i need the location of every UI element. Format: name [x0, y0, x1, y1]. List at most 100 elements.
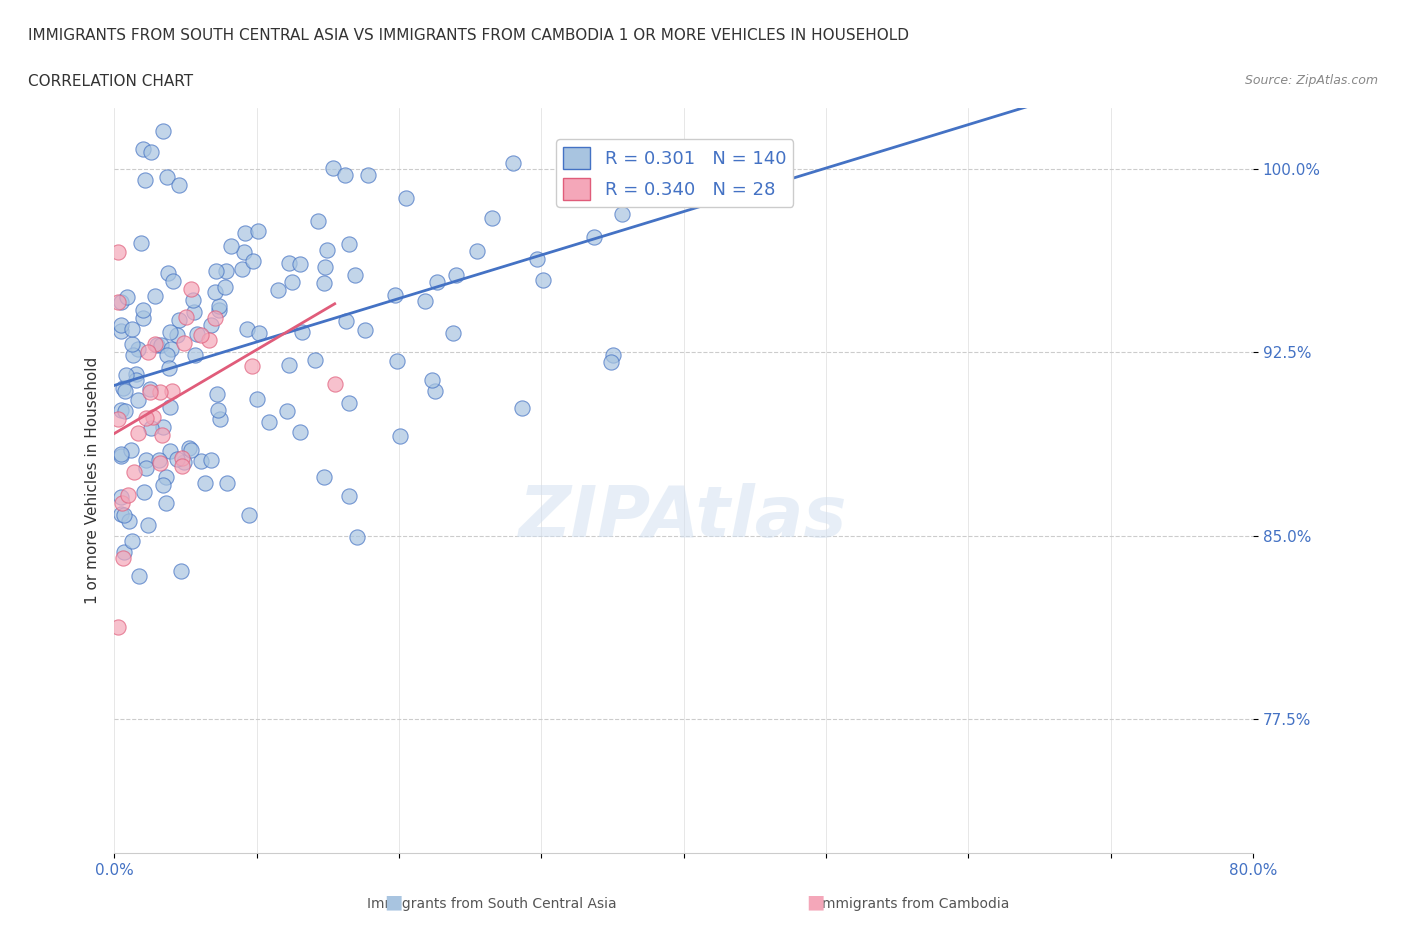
- Point: [134, 172, 156, 187]
- Y-axis label: 1 or more Vehicles in Household: 1 or more Vehicles in Household: [86, 357, 100, 604]
- Point: [214, 280, 236, 295]
- Point: [602, 347, 624, 362]
- Point: [156, 347, 179, 362]
- Point: [112, 507, 135, 522]
- Point: [238, 507, 260, 522]
- Point: [173, 336, 195, 351]
- Point: [172, 458, 194, 473]
- Point: [152, 478, 174, 493]
- Point: [148, 453, 170, 468]
- Point: [214, 264, 236, 279]
- Point: [156, 170, 179, 185]
- Point: [337, 488, 360, 503]
- Point: [120, 443, 142, 458]
- Point: [114, 404, 136, 418]
- Point: [315, 243, 337, 258]
- Legend: R = 0.301   N = 140, R = 0.340   N = 28: R = 0.301 N = 140, R = 0.340 N = 28: [555, 140, 793, 206]
- Point: [183, 348, 205, 363]
- Point: [111, 551, 134, 565]
- Point: [124, 366, 146, 381]
- Point: [110, 317, 132, 332]
- Text: Source: ZipAtlas.com: Source: ZipAtlas.com: [1244, 74, 1378, 87]
- Point: [166, 452, 188, 467]
- Point: [215, 475, 238, 490]
- Point: [323, 376, 346, 391]
- Point: [114, 384, 136, 399]
- Text: ■: ■: [384, 893, 404, 911]
- Point: [134, 410, 156, 425]
- Point: [143, 289, 166, 304]
- Point: [150, 338, 173, 352]
- Point: [233, 226, 256, 241]
- Point: [267, 283, 290, 298]
- Point: [180, 282, 202, 297]
- Point: [136, 345, 159, 360]
- Point: [204, 311, 226, 325]
- Point: [159, 325, 181, 339]
- Text: ZIPAtlas: ZIPAtlas: [519, 484, 848, 552]
- Point: [205, 387, 228, 402]
- Point: [135, 460, 157, 475]
- Point: [208, 299, 231, 313]
- Point: [162, 273, 184, 288]
- Point: [121, 322, 143, 337]
- Point: [149, 456, 172, 471]
- Point: [110, 323, 132, 338]
- Point: [247, 223, 270, 238]
- Point: [170, 563, 193, 578]
- Point: [135, 453, 157, 468]
- Point: [157, 360, 180, 375]
- Point: [357, 167, 380, 182]
- Point: [121, 348, 143, 363]
- Point: [246, 392, 269, 407]
- Point: [314, 259, 336, 274]
- Point: [121, 533, 143, 548]
- Point: [384, 288, 406, 303]
- Text: ■: ■: [806, 893, 825, 911]
- Point: [173, 455, 195, 470]
- Text: Immigrants from South Central Asia: Immigrants from South Central Asia: [367, 897, 617, 911]
- Point: [155, 496, 177, 511]
- Point: [314, 276, 336, 291]
- Point: [387, 353, 409, 368]
- Point: [129, 235, 152, 250]
- Point: [444, 268, 467, 283]
- Point: [110, 403, 132, 418]
- Point: [207, 402, 229, 417]
- Point: [117, 487, 139, 502]
- Point: [142, 409, 165, 424]
- Point: [132, 142, 155, 157]
- Point: [205, 264, 228, 279]
- Point: [200, 453, 222, 468]
- Point: [152, 124, 174, 139]
- Point: [180, 443, 202, 458]
- Point: [114, 367, 136, 382]
- Point: [290, 424, 312, 439]
- Point: [110, 489, 132, 504]
- Point: [146, 338, 169, 352]
- Point: [610, 207, 633, 222]
- Point: [110, 495, 132, 510]
- Point: [125, 372, 148, 387]
- Point: [510, 401, 533, 416]
- Point: [160, 342, 183, 357]
- Point: [209, 411, 232, 426]
- Point: [354, 323, 377, 338]
- Point: [112, 545, 135, 560]
- Point: [413, 294, 436, 309]
- Point: [110, 294, 132, 309]
- Point: [155, 470, 177, 485]
- Point: [124, 464, 146, 479]
- Point: [156, 265, 179, 280]
- Point: [346, 529, 368, 544]
- Point: [312, 470, 335, 485]
- Point: [121, 337, 143, 352]
- Point: [337, 396, 360, 411]
- Point: [232, 245, 254, 259]
- Point: [339, 237, 361, 252]
- Point: [136, 517, 159, 532]
- Point: [204, 285, 226, 299]
- Point: [240, 359, 263, 374]
- Point: [159, 400, 181, 415]
- Point: [582, 230, 605, 245]
